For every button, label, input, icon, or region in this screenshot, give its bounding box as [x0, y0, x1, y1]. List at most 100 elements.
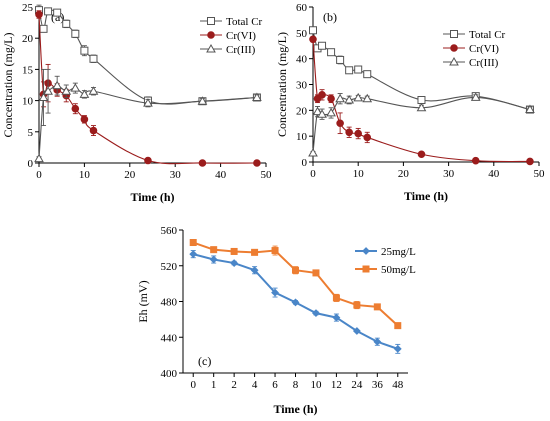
data-point: [35, 10, 43, 19]
data-point: [353, 301, 361, 309]
x-tick-label: 1: [211, 379, 217, 391]
x-tick-label: 12: [331, 379, 342, 391]
data-point: [144, 156, 152, 165]
data-point: [80, 46, 89, 55]
legend: 25mg/L 50mg/L: [355, 246, 416, 276]
data-point: [318, 91, 326, 99]
legend-label: 50mg/L: [381, 264, 416, 276]
data-point: [189, 239, 197, 247]
y-tick-label: 560: [161, 225, 178, 237]
data-point: [393, 344, 402, 353]
y-tick-label: 60: [296, 2, 308, 14]
data-point: [189, 250, 198, 259]
legend-item-1-marker: [450, 44, 458, 52]
x-tick-label: 10: [79, 169, 91, 181]
data-point: [344, 94, 355, 104]
x-tick-label: 8: [293, 379, 299, 391]
data-point: [79, 89, 90, 98]
panel-label: (c): [198, 354, 211, 368]
data-point: [373, 303, 381, 311]
data-point: [363, 133, 372, 142]
data-point: [230, 259, 239, 267]
y-tick-label: 50: [296, 28, 308, 40]
data-point: [62, 19, 71, 28]
legend-item-0-marker: [207, 17, 215, 25]
y-tick-label: 520: [161, 261, 178, 273]
x-tick-label: 2: [231, 379, 237, 391]
x-tick-label: 48: [392, 379, 404, 391]
data-point: [373, 337, 382, 346]
legend: Total Cr Cr(VI) Cr(III): [200, 16, 263, 56]
data-point: [198, 159, 207, 167]
legend-item-1-marker: [362, 265, 370, 273]
data-point: [143, 98, 153, 107]
legend-label: 25mg/L: [381, 246, 416, 258]
data-point: [271, 247, 279, 255]
data-point: [312, 269, 320, 277]
x-tick-label: 24: [351, 379, 363, 391]
data-point: [353, 92, 364, 102]
x-tick-label: 20: [124, 169, 136, 181]
series-2: [308, 92, 535, 157]
data-point: [363, 70, 372, 79]
y-tick-label: 15: [22, 64, 34, 76]
data-point: [326, 107, 336, 117]
data-point: [71, 104, 80, 113]
x-tick-label: 6: [272, 379, 278, 391]
data-point: [43, 86, 53, 95]
y-tick-label: 5: [28, 127, 34, 139]
y-tick-label: 40: [296, 54, 308, 66]
data-point: [312, 106, 323, 116]
series-line: [192, 241, 399, 327]
x-tick-label: 10: [353, 168, 365, 180]
legend-item-2-marker: [206, 43, 216, 53]
data-point: [417, 96, 426, 104]
y-tick-label: 30: [296, 80, 308, 92]
data-point: [318, 41, 327, 50]
x-tick-label: 40: [215, 169, 227, 181]
data-point: [61, 86, 72, 95]
data-point: [230, 247, 238, 255]
data-point: [291, 266, 299, 274]
x-tick-label: 30: [443, 168, 455, 180]
data-point: [38, 92, 49, 101]
data-point: [362, 93, 373, 103]
panel-label: (b): [323, 10, 337, 24]
chart-panel-0: 0 5 10 15 20 25 0 10 20 30 40 50 Time (h) Concentrati…: [1, 2, 272, 204]
series-1: [309, 35, 534, 166]
data-point: [354, 65, 363, 74]
legend-label: Total Cr: [226, 16, 263, 28]
x-tick-label: 40: [488, 168, 500, 180]
legend-label: Cr(III): [469, 57, 499, 69]
y-axis-label: Concentration (mg/L): [1, 33, 15, 138]
data-point: [336, 55, 345, 64]
data-point: [44, 7, 53, 16]
y-tick-label: 10: [22, 96, 34, 108]
data-point: [470, 92, 481, 101]
legend-label: Cr(VI): [469, 43, 499, 55]
legend-item-1-marker: [207, 31, 215, 39]
x-tick-label: 50: [261, 169, 273, 181]
data-point: [70, 83, 81, 92]
data-point: [210, 246, 218, 254]
y-axis-label: Eh (mV): [136, 280, 150, 322]
data-point: [317, 109, 327, 118]
data-point: [89, 54, 98, 63]
data-point: [252, 92, 262, 101]
x-axis-label: Time (h): [273, 402, 317, 416]
data-point: [312, 309, 320, 318]
series-0: [309, 26, 534, 114]
data-point: [309, 26, 317, 35]
y-tick-label: 400: [161, 368, 178, 380]
x-tick-label: 50: [534, 168, 546, 180]
y-axis-label: Concentration (mg/L): [275, 32, 289, 137]
data-point: [417, 150, 426, 159]
data-point: [416, 102, 427, 112]
data-point: [332, 294, 340, 302]
x-tick-label: 30: [170, 169, 182, 181]
data-point: [209, 255, 218, 264]
data-point: [291, 298, 300, 307]
x-axis-label: Time (h): [130, 190, 174, 204]
